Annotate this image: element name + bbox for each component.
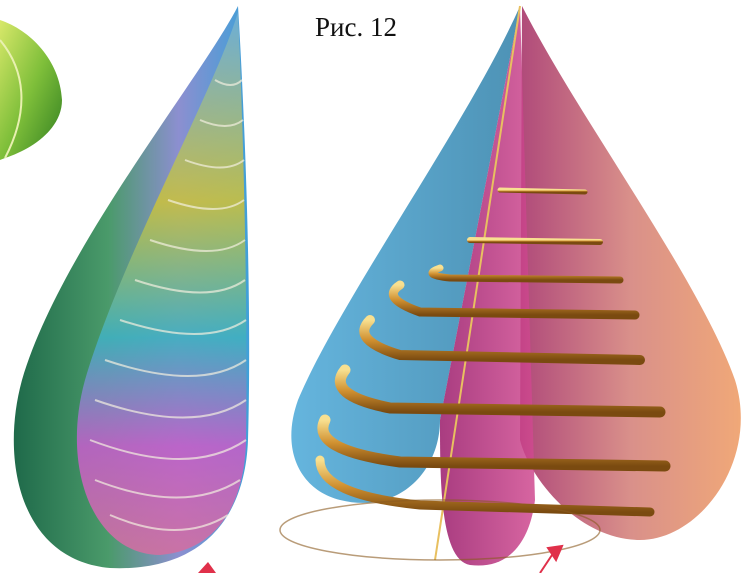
arrow [539,544,564,573]
right-cone-blue [291,6,520,503]
arrow [198,562,216,573]
leaf-vein [0,39,23,159]
gold-rings [315,187,671,517]
base-ellipse [279,499,601,561]
left-cone-ridges [89,79,247,531]
right-cone-section [440,6,535,566]
left-cone-inside [76,12,247,555]
right-cone [279,5,741,566]
left-cone [13,6,250,569]
leaf-blade [0,20,62,160]
caption: Рис. 12 [315,12,397,42]
leaf [0,20,62,160]
